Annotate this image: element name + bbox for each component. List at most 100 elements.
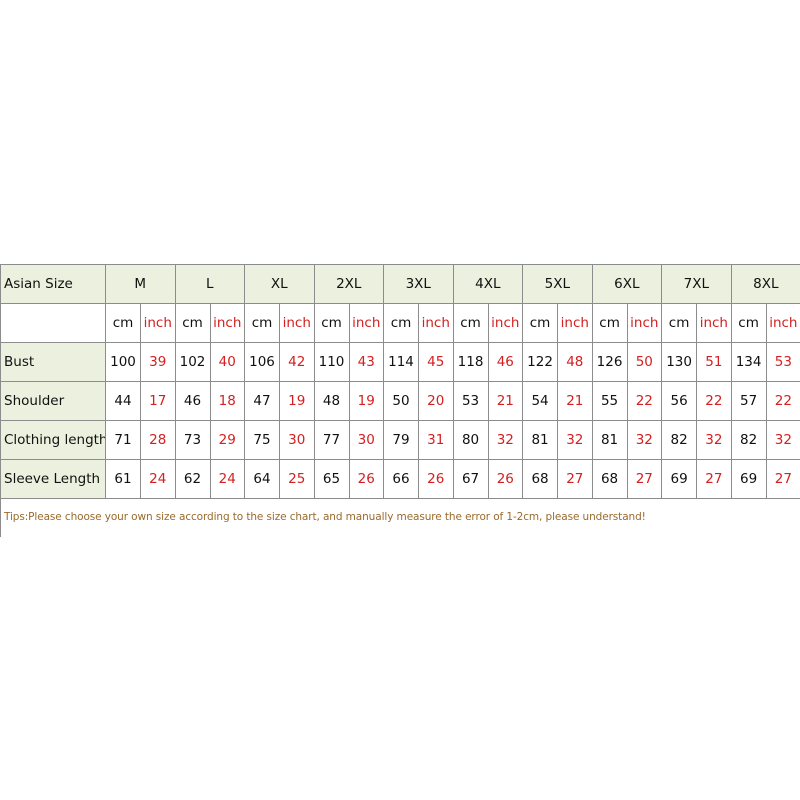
- cm-value: 130: [661, 342, 698, 382]
- cm-value: 80: [452, 420, 489, 460]
- inch-value: 22: [696, 381, 732, 421]
- cm-value: 69: [661, 459, 698, 499]
- corner-label: Asian Size: [0, 264, 106, 304]
- unit-inch: inch: [348, 303, 385, 343]
- inch-value: 32: [765, 420, 800, 460]
- unit-inch: inch: [696, 303, 732, 343]
- inch-value: 30: [348, 420, 385, 460]
- cm-value: 69: [730, 459, 767, 499]
- cm-value: 114: [383, 342, 420, 382]
- cm-value: 106: [244, 342, 280, 382]
- unit-cm: cm: [244, 303, 280, 343]
- inch-value: 21: [487, 381, 524, 421]
- table-row: Bust 100 39 102 40 106 42 110 43 114 45 118 46 122 48 1…: [0, 342, 800, 382]
- inch-value: 17: [140, 381, 176, 421]
- unit-cm: cm: [591, 303, 628, 343]
- cm-value: 102: [174, 342, 211, 382]
- row-label: Shoulder: [0, 381, 106, 421]
- unit-cm: cm: [522, 303, 559, 343]
- inch-value: 51: [696, 342, 732, 382]
- inch-value: 22: [626, 381, 663, 421]
- cm-value: 82: [730, 420, 767, 460]
- unit-inch: inch: [209, 303, 245, 343]
- cm-value: 71: [105, 420, 141, 460]
- unit-cm: cm: [730, 303, 767, 343]
- size-header: 4XL: [452, 264, 524, 304]
- inch-value: 31: [418, 420, 454, 460]
- tips-text: Tips:Please choose your own size accordi…: [4, 511, 646, 523]
- inch-value: 21: [557, 381, 593, 421]
- cm-value: 100: [105, 342, 141, 382]
- inch-value: 24: [140, 459, 176, 499]
- cm-value: 54: [522, 381, 559, 421]
- unit-cm: cm: [313, 303, 350, 343]
- cm-value: 64: [244, 459, 280, 499]
- inch-value: 32: [557, 420, 593, 460]
- size-header: 6XL: [591, 264, 663, 304]
- table-row: Sleeve Length 61 24 62 24 64 25 65 26 66 26 67 26 68 2…: [0, 459, 800, 499]
- inch-value: 28: [140, 420, 176, 460]
- inch-value: 50: [626, 342, 663, 382]
- inch-value: 27: [557, 459, 593, 499]
- unit-cm: cm: [452, 303, 489, 343]
- row-label: Bust: [0, 342, 106, 382]
- cm-value: 77: [313, 420, 350, 460]
- cm-value: 68: [522, 459, 559, 499]
- inch-value: 29: [209, 420, 245, 460]
- unit-inch: inch: [279, 303, 315, 343]
- cm-value: 82: [661, 420, 698, 460]
- unit-cm: cm: [105, 303, 141, 343]
- inch-value: 32: [696, 420, 732, 460]
- unit-cm: cm: [661, 303, 698, 343]
- unit-row-label: [0, 303, 106, 343]
- size-header: 2XL: [313, 264, 385, 304]
- cm-value: 55: [591, 381, 628, 421]
- inch-value: 20: [418, 381, 454, 421]
- table-row: Shoulder 44 17 46 18 47 19 48 19 50 20 53 21 54 21 55 22…: [0, 381, 800, 421]
- cm-value: 65: [313, 459, 350, 499]
- unit-inch: inch: [140, 303, 176, 343]
- size-header: XL: [244, 264, 315, 304]
- inch-value: 26: [418, 459, 454, 499]
- inch-value: 19: [348, 381, 385, 421]
- cm-value: 75: [244, 420, 280, 460]
- table-row: Clothing length 71 28 73 29 75 30 77 30 79 31 80 32 8…: [0, 420, 800, 460]
- cm-value: 134: [730, 342, 767, 382]
- cm-value: 66: [383, 459, 420, 499]
- inch-value: 25: [279, 459, 315, 499]
- inch-value: 18: [209, 381, 245, 421]
- cm-value: 46: [174, 381, 211, 421]
- inch-value: 22: [765, 381, 800, 421]
- cm-value: 118: [452, 342, 489, 382]
- cm-value: 68: [591, 459, 628, 499]
- inch-value: 45: [418, 342, 454, 382]
- inch-value: 48: [557, 342, 593, 382]
- unit-inch: inch: [418, 303, 454, 343]
- unit-row: cm inch cm inch cm inch cm inch cm inch cm inch cm in…: [0, 303, 800, 343]
- size-header: 7XL: [661, 264, 732, 304]
- size-header: 8XL: [730, 264, 800, 304]
- row-label: Clothing length: [0, 420, 106, 460]
- cm-value: 110: [313, 342, 350, 382]
- cm-value: 122: [522, 342, 559, 382]
- inch-value: 32: [487, 420, 524, 460]
- unit-inch: inch: [487, 303, 524, 343]
- cm-value: 73: [174, 420, 211, 460]
- inch-value: 27: [765, 459, 800, 499]
- unit-inch: inch: [626, 303, 663, 343]
- cm-value: 44: [105, 381, 141, 421]
- inch-value: 43: [348, 342, 385, 382]
- inch-value: 19: [279, 381, 315, 421]
- inch-value: 53: [765, 342, 800, 382]
- row-label: Sleeve Length: [0, 459, 106, 499]
- size-header: M: [105, 264, 176, 304]
- cm-value: 57: [730, 381, 767, 421]
- size-header: 5XL: [522, 264, 593, 304]
- size-header: 3XL: [383, 264, 454, 304]
- inch-value: 30: [279, 420, 315, 460]
- cm-value: 62: [174, 459, 211, 499]
- tips-row: Tips:Please choose your own size accordi…: [0, 499, 800, 537]
- size-header-row: Asian Size M L XL 2XL 3XL 4XL 5XL 6XL 7XL 8XL: [0, 264, 800, 304]
- size-chart-table: Asian Size M L XL 2XL 3XL 4XL 5XL 6XL 7XL 8XL cm inc…: [0, 264, 800, 499]
- unit-inch: inch: [557, 303, 593, 343]
